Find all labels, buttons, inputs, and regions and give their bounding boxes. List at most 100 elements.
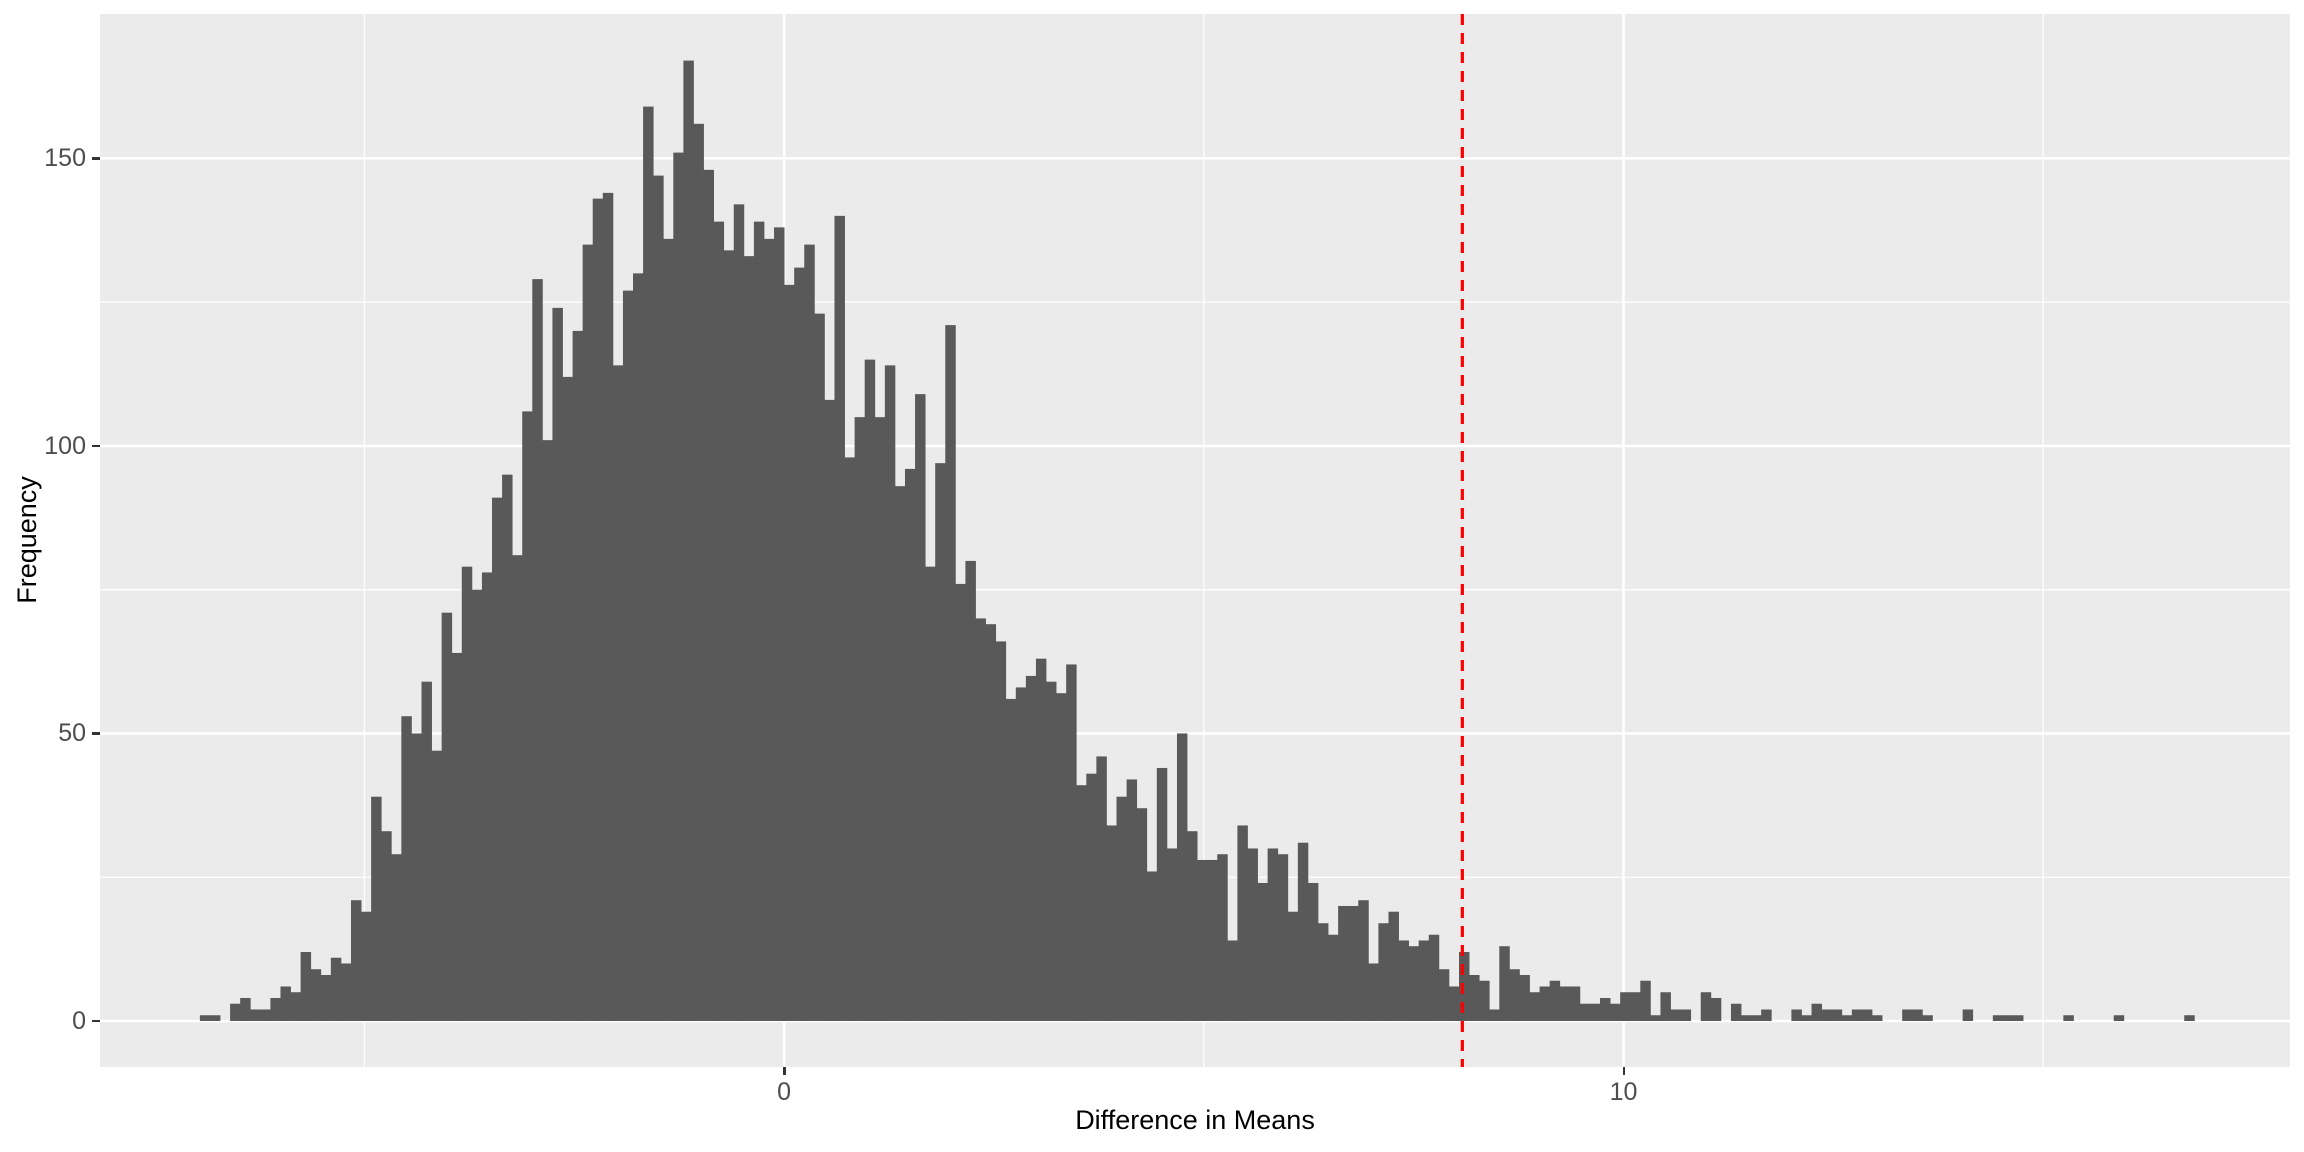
histogram-bar bbox=[1066, 664, 1077, 1021]
histogram-bar bbox=[411, 733, 422, 1021]
histogram-bar bbox=[1166, 848, 1178, 1021]
histogram-bar bbox=[2063, 1015, 2074, 1021]
x-axis-title: Difference in Means bbox=[1075, 1105, 1315, 1135]
histogram-bar bbox=[1700, 992, 1712, 1021]
histogram-bar bbox=[572, 330, 584, 1021]
histogram-bar bbox=[481, 572, 493, 1021]
histogram-plot-area bbox=[100, 14, 2290, 1067]
histogram-bar bbox=[1791, 1009, 1802, 1021]
histogram-bar bbox=[381, 831, 392, 1021]
histogram-bar bbox=[723, 250, 735, 1021]
histogram-bar bbox=[693, 123, 704, 1021]
histogram-bar bbox=[1448, 986, 1460, 1021]
histogram-bar bbox=[1851, 1009, 1863, 1021]
histogram-bar bbox=[260, 1009, 271, 1021]
histogram-bar bbox=[643, 106, 654, 1021]
histogram-bar bbox=[1821, 1009, 1833, 1021]
histogram-bar bbox=[1317, 923, 1329, 1021]
histogram-bar bbox=[209, 1015, 221, 1021]
histogram-bar bbox=[1569, 986, 1581, 1021]
histogram-bar bbox=[945, 325, 956, 1021]
histogram-bar bbox=[1418, 940, 1430, 1021]
histogram-bar bbox=[965, 560, 976, 1021]
histogram-bar bbox=[1479, 980, 1490, 1021]
histogram-bar bbox=[1207, 859, 1218, 1021]
histogram-bar bbox=[451, 652, 463, 1021]
histogram-bar bbox=[763, 238, 775, 1021]
histogram-bar bbox=[733, 204, 745, 1021]
histogram-bar bbox=[270, 997, 281, 1021]
histogram-bar bbox=[1630, 992, 1641, 1021]
histogram-bar bbox=[1610, 1003, 1621, 1021]
histogram-bar bbox=[814, 313, 825, 1021]
histogram-bar bbox=[280, 986, 291, 1021]
histogram-bar bbox=[1035, 658, 1047, 1021]
histogram-bar bbox=[1761, 1009, 1772, 1021]
x-tick-label: 10 bbox=[1609, 1078, 1638, 1106]
y-tick-label: 50 bbox=[58, 719, 86, 748]
histogram-bar bbox=[431, 750, 443, 1021]
histogram-bar bbox=[1962, 1009, 1974, 1021]
histogram-bar bbox=[1660, 992, 1671, 1021]
y-tick-mark bbox=[92, 157, 100, 160]
histogram-bar bbox=[753, 221, 765, 1021]
histogram-bar bbox=[1811, 1003, 1823, 1021]
y-axis-title: Frequency bbox=[12, 476, 42, 604]
histogram-bar bbox=[935, 463, 946, 1021]
histogram-bar bbox=[310, 969, 322, 1021]
x-tick-label: 0 bbox=[777, 1078, 792, 1106]
histogram-bar bbox=[1670, 1009, 1681, 1021]
y-tick-mark bbox=[92, 444, 100, 448]
histogram-bar bbox=[1489, 1009, 1500, 1021]
histogram-bar bbox=[1338, 905, 1349, 1021]
histogram-bar bbox=[894, 486, 906, 1021]
histogram-bar bbox=[1287, 911, 1299, 1021]
histogram-bar bbox=[1398, 940, 1410, 1021]
histogram-bar bbox=[794, 267, 805, 1021]
histogram-bar bbox=[1116, 796, 1127, 1021]
histogram-bar bbox=[1741, 1015, 1752, 1021]
histogram-bar bbox=[1519, 974, 1530, 1021]
histogram-bar bbox=[1307, 882, 1319, 1021]
histogram-bar bbox=[995, 641, 1007, 1021]
histogram-bar bbox=[985, 624, 997, 1021]
histogram-bar bbox=[1217, 854, 1228, 1021]
histogram-bar bbox=[1348, 905, 1359, 1021]
histogram-bar bbox=[350, 900, 362, 1021]
histogram-bar bbox=[330, 957, 342, 1021]
histogram-bar bbox=[1650, 1015, 1661, 1021]
histogram-bar bbox=[1600, 997, 1611, 1021]
histogram-bar bbox=[1328, 934, 1339, 1021]
histogram-bar bbox=[703, 169, 715, 1021]
histogram-bar bbox=[1428, 934, 1440, 1021]
histogram-bar bbox=[1368, 963, 1379, 1021]
histogram-bar bbox=[1297, 842, 1309, 1021]
histogram-bar bbox=[673, 152, 684, 1021]
histogram-bar bbox=[1730, 1003, 1742, 1021]
histogram-bar bbox=[532, 279, 543, 1021]
histogram-bar bbox=[633, 273, 644, 1021]
histogram-bar bbox=[340, 963, 352, 1021]
histogram-bar bbox=[1227, 940, 1238, 1021]
histogram-bar bbox=[1559, 986, 1571, 1021]
histogram-bar bbox=[612, 365, 624, 1021]
histogram-bar bbox=[1247, 848, 1258, 1021]
histogram-bar bbox=[300, 951, 312, 1021]
histogram-bar bbox=[1902, 1009, 1913, 1021]
histogram-bar bbox=[915, 394, 926, 1021]
histogram-bar bbox=[1861, 1009, 1873, 1021]
histogram-bar bbox=[542, 440, 553, 1021]
y-tick-label: 150 bbox=[44, 144, 86, 173]
histogram-bar bbox=[1187, 831, 1198, 1021]
histogram-bar bbox=[391, 854, 402, 1021]
histogram-bar bbox=[975, 618, 986, 1021]
histogram-bar bbox=[1146, 871, 1158, 1021]
histogram-bar bbox=[955, 583, 966, 1021]
histogram-bar bbox=[592, 198, 604, 1021]
histogram-bar bbox=[904, 468, 916, 1021]
histogram-bar bbox=[230, 1003, 241, 1021]
y-tick-mark bbox=[92, 732, 100, 735]
histogram-bar bbox=[1056, 693, 1067, 1021]
histogram-bar bbox=[844, 457, 856, 1021]
